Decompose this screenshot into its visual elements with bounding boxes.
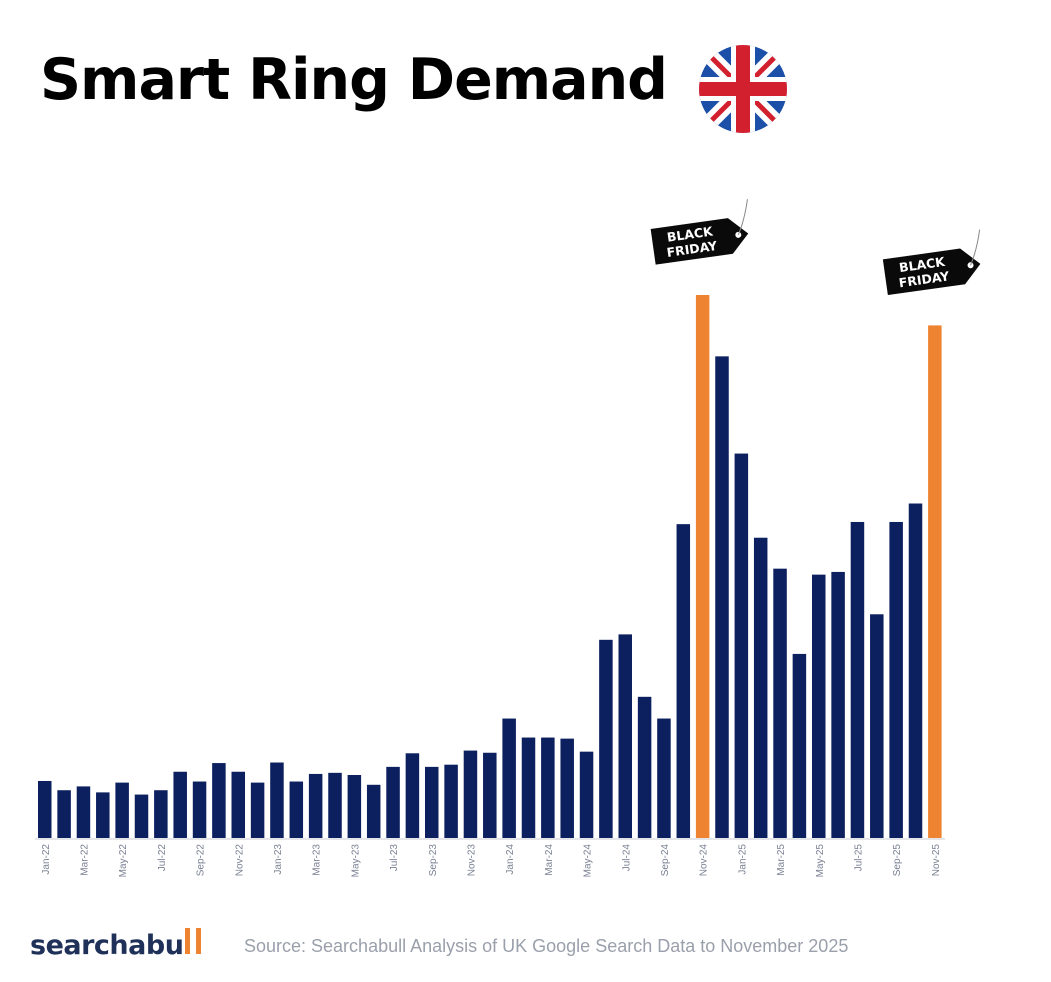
tag-label-line2: FRIDAY <box>666 238 719 260</box>
bar-mar-23 <box>308 773 323 838</box>
x-tick-label: Nov-22 <box>234 844 245 877</box>
brand-bars-icon <box>185 928 202 954</box>
x-tick-label: May-23 <box>350 844 361 878</box>
tag-hole <box>735 231 742 238</box>
bar-apr-25 <box>792 653 807 838</box>
bar-jul-25 <box>850 521 865 838</box>
x-tick-label: Jul-25 <box>853 844 864 872</box>
bar-sep-24 <box>657 718 671 838</box>
x-tick-label: Nov-25 <box>931 844 942 877</box>
bar-nov-23 <box>463 750 478 838</box>
source-note: Source: Searchabull Analysis of UK Googl… <box>244 936 849 956</box>
bar-jan-24 <box>502 718 516 838</box>
bar-aug-22 <box>173 771 187 838</box>
bar-nov-22 <box>231 771 245 838</box>
bar-aug-24 <box>637 696 652 838</box>
price-tag-icon <box>650 218 749 265</box>
bar-jun-23 <box>366 784 381 838</box>
bar-jul-24 <box>618 634 632 839</box>
bar-oct-22 <box>212 763 226 838</box>
x-tick-label: Jan-24 <box>505 844 516 875</box>
bar-jul-22 <box>154 790 168 838</box>
page-title: Smart Ring Demand <box>40 47 668 113</box>
bar-sep-22 <box>192 781 207 838</box>
bar-feb-23 <box>289 781 304 838</box>
tag-string <box>737 199 748 236</box>
x-tick-label: Mar-22 <box>79 844 90 876</box>
x-tick-label: Sep-22 <box>196 844 207 877</box>
bar-mar-22 <box>76 786 91 838</box>
x-tick-label: Mar-25 <box>776 844 787 876</box>
bar-apr-23 <box>328 772 342 838</box>
bar-jul-23 <box>386 766 400 838</box>
price-tag-icon <box>882 248 981 296</box>
x-tick-label: May-22 <box>118 844 129 878</box>
x-tick-label: Nov-24 <box>699 844 710 877</box>
tag-string <box>970 229 981 266</box>
bar-dec-22 <box>250 782 265 838</box>
bar-mar-24 <box>541 737 555 838</box>
x-tick-label: Jul-22 <box>157 844 168 872</box>
bar-nov-24 <box>695 295 710 838</box>
x-tick-label: Mar-23 <box>312 844 323 876</box>
bar-oct-24 <box>676 524 691 838</box>
bar-feb-24 <box>521 737 536 838</box>
bar-jun-22 <box>134 794 149 838</box>
tag-label-line2: FRIDAY <box>898 268 951 290</box>
bar-dec-23 <box>483 752 497 838</box>
x-tick-label: Jul-24 <box>621 844 632 872</box>
bar-dec-24 <box>715 356 729 838</box>
bar-jun-25 <box>831 571 845 838</box>
x-tick-label: Jan-23 <box>273 844 284 875</box>
x-tick-label: Jan-22 <box>41 844 52 875</box>
x-tick-label: Nov-23 <box>466 844 477 877</box>
bar-oct-23 <box>444 764 458 838</box>
uk-flag-icon <box>699 45 787 133</box>
x-tick-label: May-24 <box>583 844 594 878</box>
bar-may-22 <box>115 782 129 838</box>
bar-nov-25 <box>928 325 942 838</box>
bar-sep-25 <box>889 521 903 838</box>
bar-mar-25 <box>773 568 787 838</box>
bar-jan-23 <box>270 762 284 838</box>
bar-oct-25 <box>908 503 923 838</box>
bar-feb-25 <box>753 537 768 838</box>
x-tick-label: Sep-25 <box>892 844 903 877</box>
tag-label-line1: BLACK <box>898 254 947 275</box>
bar-jan-22 <box>38 780 52 839</box>
brand-name: searchabu <box>30 930 184 961</box>
bar-may-24 <box>579 751 594 838</box>
x-tick-label: Sep-23 <box>428 844 439 877</box>
x-tick-label: Sep-24 <box>660 844 671 877</box>
x-tick-label: Jan-25 <box>737 844 748 875</box>
searchabull-logo: searchabu <box>30 928 205 961</box>
bar-may-25 <box>812 574 826 838</box>
bar-aug-23 <box>405 753 420 838</box>
bar-apr-24 <box>560 738 574 838</box>
x-tick-label: May-25 <box>815 844 826 878</box>
bar-jun-24 <box>599 639 613 838</box>
bar-apr-22 <box>96 792 110 838</box>
tag-label-line1: BLACK <box>666 223 715 244</box>
bar-aug-25 <box>870 614 884 838</box>
x-tick-label: Mar-24 <box>544 844 555 876</box>
bar-sep-23 <box>425 766 439 838</box>
bar-may-23 <box>347 775 362 838</box>
x-tick-label: Jul-23 <box>389 844 400 872</box>
bar-feb-22 <box>57 790 71 838</box>
bar-chart: Jan-22 Mar-22 May-22 Jul-22 Sep-22 Nov-22 Jan-… <box>35 199 981 878</box>
bar-jan-25 <box>734 453 749 838</box>
